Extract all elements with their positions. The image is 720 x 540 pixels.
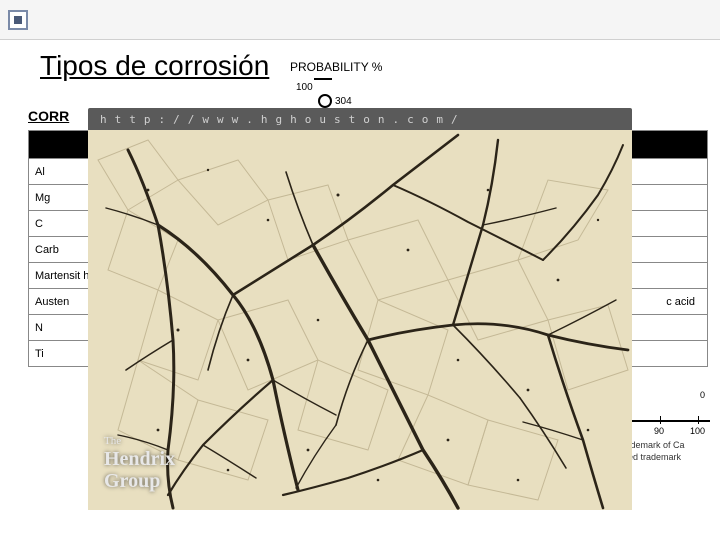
axis-tick	[660, 416, 661, 424]
probability-top-value: 100	[296, 82, 313, 93]
slide-subtitle: CORR	[28, 108, 69, 124]
watermark-line: The	[104, 435, 121, 447]
probability-series-label: 304	[335, 96, 352, 107]
watermark-line: Group	[104, 470, 160, 492]
probability-tick	[314, 78, 332, 80]
watermark-line: Hendrix	[104, 448, 175, 470]
probability-node-icon	[318, 94, 332, 108]
url-bar: http://www.hghouston.com/	[88, 108, 632, 130]
slide-title: Tipos de corrosión	[40, 50, 269, 82]
slide-header	[0, 0, 720, 40]
probability-label: PROBABILITY %	[290, 60, 382, 74]
axis-label-100: 100	[690, 426, 705, 436]
header-bullet-icon	[8, 10, 28, 30]
axis-label-zero: 0	[700, 390, 705, 400]
photo-watermark: The Hendrix Group	[104, 433, 175, 492]
header-bullet-inner	[14, 16, 22, 24]
axis-label-90: 90	[654, 426, 664, 436]
axis-tick	[698, 416, 699, 424]
corrosion-micrograph: The Hendrix Group	[88, 130, 632, 510]
